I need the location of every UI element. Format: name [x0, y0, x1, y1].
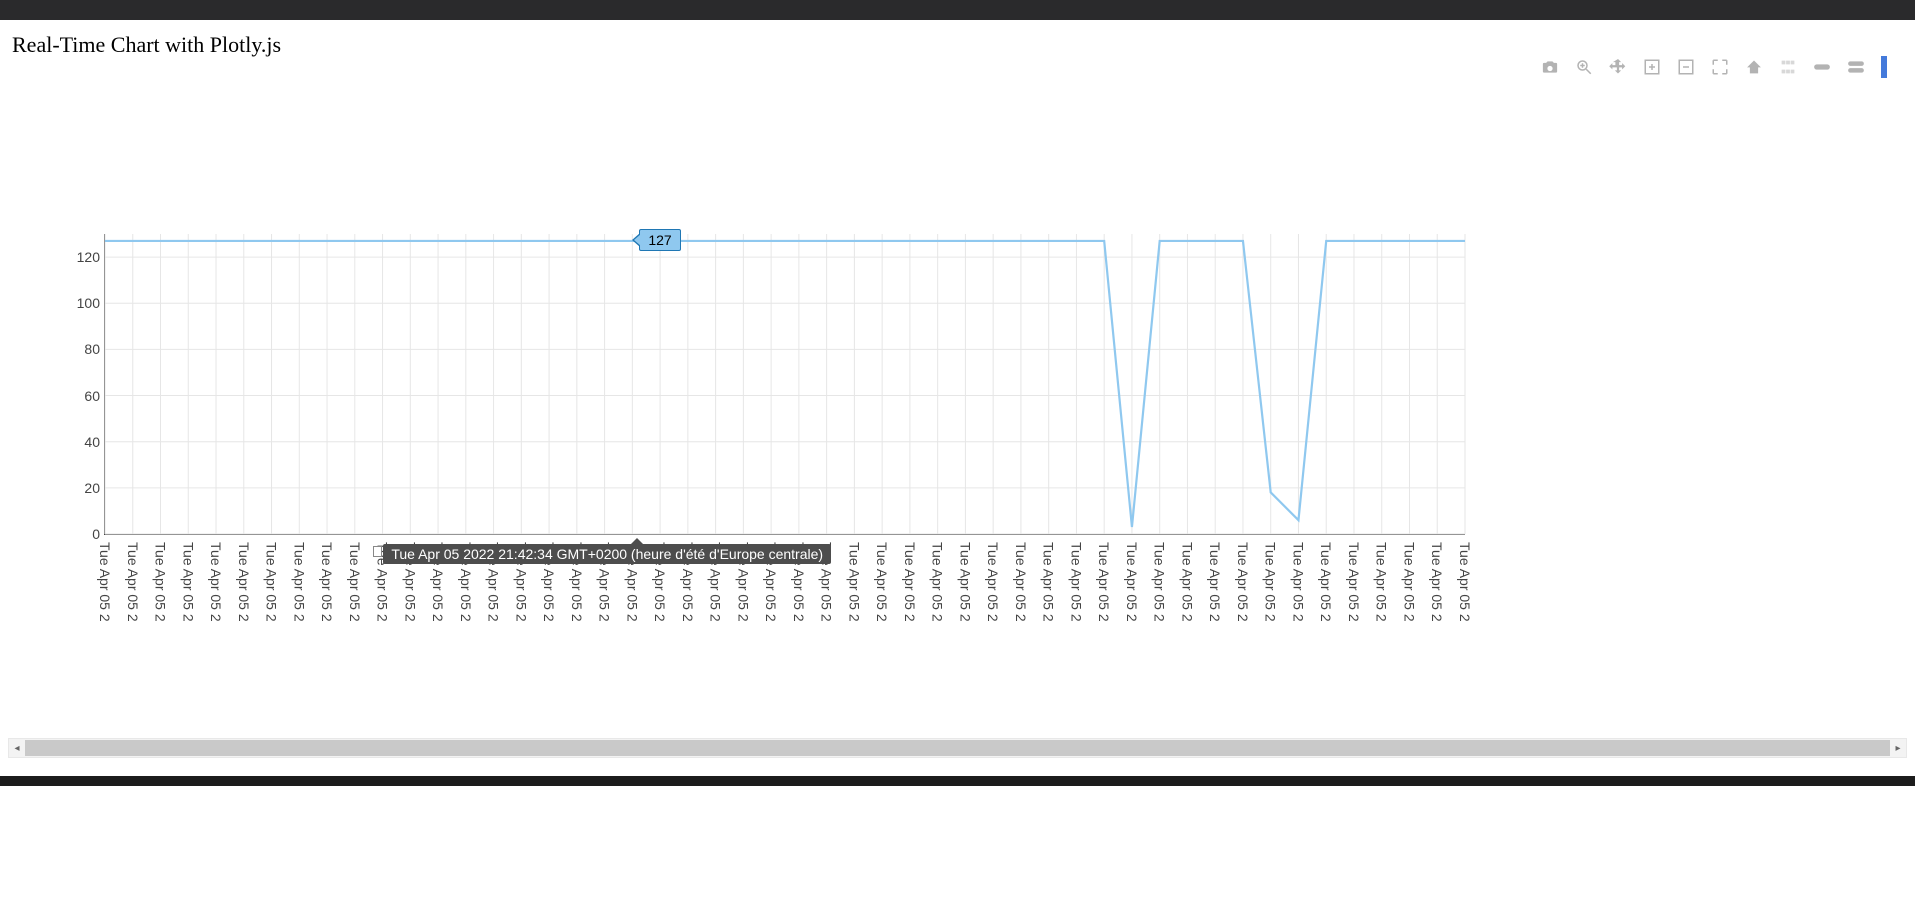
x-tick-label: Tue Apr 05 2: [1457, 542, 1473, 622]
chart-container: 0 20 40 60 80 100 120 Tue Apr 05 2 Tue Apr 05 2…: [0, 94, 1540, 654]
x-tick-label: Tue Apr 05 2: [291, 542, 307, 622]
x-tick-label: Tue Apr 05 2: [180, 542, 196, 622]
gridlines: [105, 234, 1465, 534]
plotly-logo-icon[interactable]: [1881, 56, 1887, 78]
x-tick-label: Tue Apr 05 2: [1207, 542, 1223, 622]
x-tick-label: Tue Apr 05 2: [1152, 542, 1168, 622]
x-tick-label: Tue Apr 05 2: [874, 542, 890, 622]
plotly-modebar: [1541, 56, 1887, 78]
x-tick-label: Tue Apr 05 2: [985, 542, 1001, 622]
reset-axes-icon[interactable]: [1745, 58, 1763, 76]
scroll-left-arrow[interactable]: ◂: [9, 739, 25, 757]
x-tick-label: Tue Apr 05 2: [1179, 542, 1195, 622]
x-tick-label: Tue Apr 05 2: [264, 542, 280, 622]
zoom-out-icon[interactable]: [1677, 58, 1695, 76]
hover-closest-icon[interactable]: [1813, 58, 1831, 76]
x-tick-label: Tue Apr 05 2: [930, 542, 946, 622]
x-tick-label: Tue Apr 05 2: [1263, 542, 1279, 622]
spike-lines-icon[interactable]: [1779, 58, 1797, 76]
x-tick-label: Tue Apr 05 2: [1013, 542, 1029, 622]
hover-x-handle-left: [373, 546, 382, 557]
y-tick-label: 120: [60, 249, 100, 265]
x-tick-label: Tue Apr 05 2: [902, 542, 918, 622]
x-tick-label: Tue Apr 05 2: [1346, 542, 1362, 622]
x-tick-label: Tue Apr 05 2: [153, 542, 169, 622]
hover-y-label: 127: [639, 229, 680, 251]
x-tick-label: Tue Apr 05 2: [1290, 542, 1306, 622]
x-tick-label: Tue Apr 05 2: [1124, 542, 1140, 622]
x-tick-label: Tue Apr 05 2: [1041, 542, 1057, 622]
horizontal-scrollbar[interactable]: ◂ ▸: [8, 738, 1907, 758]
plot-area[interactable]: [104, 234, 1465, 535]
x-tick-label: Tue Apr 05 2: [1235, 542, 1251, 622]
x-tick-label: Tue Apr 05 2: [319, 542, 335, 622]
hover-compare-icon[interactable]: [1847, 58, 1865, 76]
y-tick-label: 0: [60, 526, 100, 542]
zoom-in-icon[interactable]: [1643, 58, 1661, 76]
y-tick-label: 80: [60, 341, 100, 357]
x-tick-label: Tue Apr 05 2: [1068, 542, 1084, 622]
x-tick-label: Tue Apr 05 2: [1318, 542, 1334, 622]
browser-bottom-bar: [0, 776, 1915, 786]
x-tick-label: Tue Apr 05 2: [236, 542, 252, 622]
x-tick-label: Tue Apr 05 2: [846, 542, 862, 622]
autoscale-icon[interactable]: [1711, 58, 1729, 76]
x-tick-label: Tue Apr 05 2: [1096, 542, 1112, 622]
pan-icon[interactable]: [1609, 58, 1627, 76]
y-tick-label: 60: [60, 388, 100, 404]
page-title: Real-Time Chart with Plotly.js: [12, 32, 1915, 58]
hover-x-label: Tue Apr 05 2022 21:42:34 GMT+0200 (heure…: [383, 544, 831, 564]
hover-x-value: Tue Apr 05 2022 21:42:34 GMT+0200 (heure…: [391, 546, 823, 562]
x-tick-label: Tue Apr 05 2: [97, 542, 113, 622]
scrollbar-thumb[interactable]: [25, 740, 1890, 756]
x-tick-label: Tue Apr 05 2: [208, 542, 224, 622]
y-tick-label: 20: [60, 480, 100, 496]
x-tick-label: Tue Apr 05 2: [347, 542, 363, 622]
hover-y-value: 127: [648, 232, 671, 248]
browser-top-bar: [0, 0, 1915, 20]
y-tick-label: 40: [60, 434, 100, 450]
x-tick-label: Tue Apr 05 2: [1374, 542, 1390, 622]
x-tick-label: Tue Apr 05 2: [1401, 542, 1417, 622]
x-tick-label: Tue Apr 05 2: [957, 542, 973, 622]
x-tick-label: Tue Apr 05 2: [125, 542, 141, 622]
zoom-icon[interactable]: [1575, 58, 1593, 76]
y-tick-label: 100: [60, 295, 100, 311]
camera-icon[interactable]: [1541, 58, 1559, 76]
x-tick-label: Tue Apr 05 2: [1429, 542, 1445, 622]
data-line: [105, 241, 1465, 527]
scroll-right-arrow[interactable]: ▸: [1890, 739, 1906, 757]
